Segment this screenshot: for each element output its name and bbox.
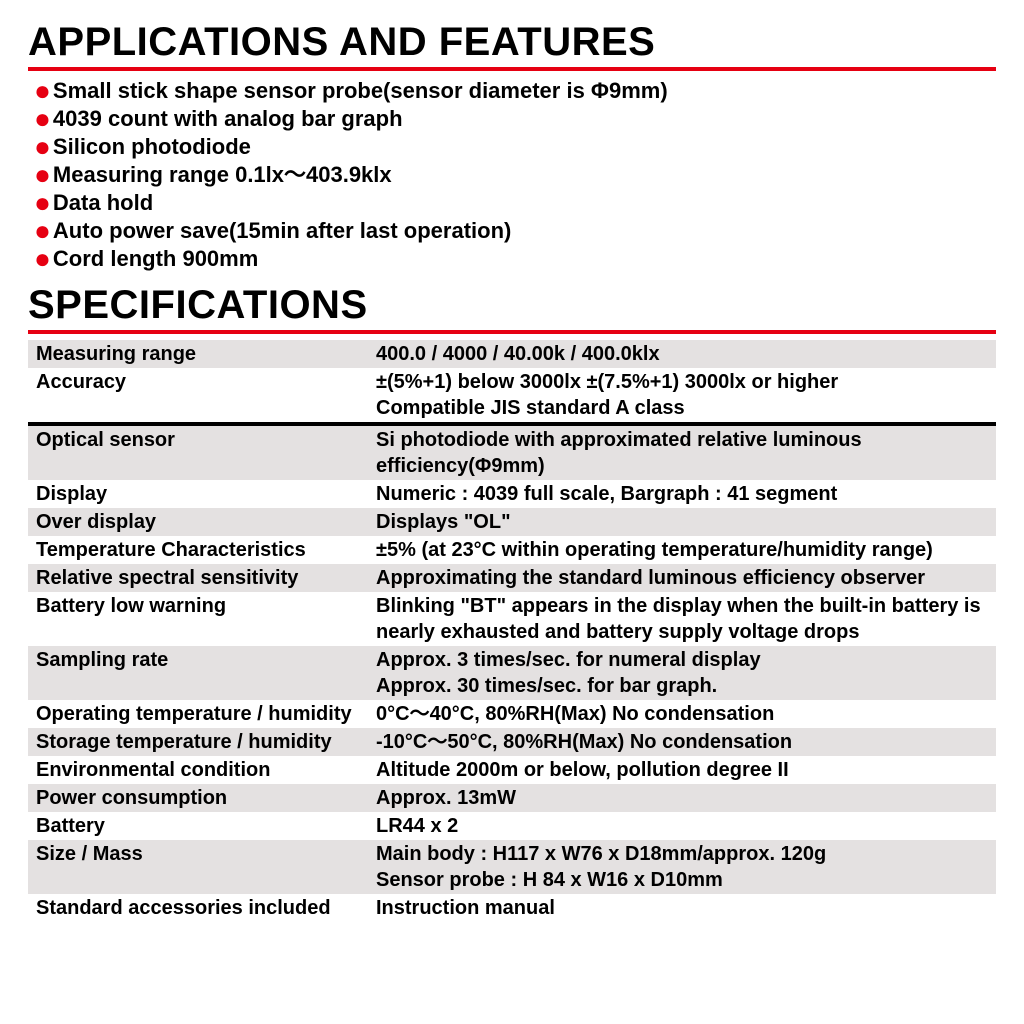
feature-item: ●Data hold [28, 189, 996, 217]
spec-value: Numeric : 4039 full scale, Bargraph : 41… [368, 480, 996, 508]
table-row: Operating temperature / humidity0°C～40°C… [28, 700, 996, 728]
table-row: DisplayNumeric : 4039 full scale, Bargra… [28, 480, 996, 508]
spec-label: Standard accessories included [28, 894, 368, 922]
specifications-table: Measuring range400.0 / 4000 / 40.00k / 4… [28, 340, 996, 922]
spec-label: Over display [28, 508, 368, 536]
spec-value: ±(5%+1) below 3000lx ±(7.5%+1) 3000lx or… [368, 368, 996, 424]
table-row: Battery low warningBlinking "BT" appears… [28, 592, 996, 646]
spec-value: Si photodiode with approximated relative… [368, 426, 996, 480]
spec-value: Altitude 2000m or below, pollution degre… [368, 756, 996, 784]
spec-value: Displays "OL" [368, 508, 996, 536]
spec-label: Sampling rate [28, 646, 368, 700]
table-row: Temperature Characteristics±5% (at 23°C … [28, 536, 996, 564]
table-row: Power consumptionApprox. 13mW [28, 784, 996, 812]
table-row: Relative spectral sensitivityApproximati… [28, 564, 996, 592]
table-row: Size / MassMain body : H117 x W76 x D18m… [28, 840, 996, 894]
spec-label: Storage temperature / humidity [28, 728, 368, 756]
feature-item: ●Small stick shape sensor probe(sensor d… [28, 77, 996, 105]
table-row: Environmental conditionAltitude 2000m or… [28, 756, 996, 784]
feature-item: ●Silicon photodiode [28, 133, 996, 161]
table-row: Sampling rateApprox. 3 times/sec. for nu… [28, 646, 996, 700]
feature-text: Auto power save(15min after last operati… [53, 217, 511, 245]
spec-value: -10°C～50°C, 80%RH(Max) No condensation [368, 728, 996, 756]
specifications-heading: SPECIFICATIONS [28, 283, 996, 334]
table-row: Optical sensorSi photodiode with approxi… [28, 426, 996, 480]
table-row: Measuring range400.0 / 4000 / 40.00k / 4… [28, 340, 996, 368]
applications-heading: APPLICATIONS AND FEATURES [28, 20, 996, 71]
spec-label: Operating temperature / humidity [28, 700, 368, 728]
table-row: Standard accessories includedInstruction… [28, 894, 996, 922]
spec-value: Main body : H117 x W76 x D18mm/approx. 1… [368, 840, 996, 894]
spec-label: Power consumption [28, 784, 368, 812]
feature-item: ●Measuring range 0.1lx～403.9klx [28, 161, 996, 189]
spec-value: Approx. 13mW [368, 784, 996, 812]
feature-text: 4039 count with analog bar graph [53, 105, 403, 133]
spec-label: Temperature Characteristics [28, 536, 368, 564]
table-row: BatteryLR44 x 2 [28, 812, 996, 840]
spec-value: 0°C～40°C, 80%RH(Max) No condensation [368, 700, 996, 728]
spec-label: Optical sensor [28, 426, 368, 480]
spec-value: Approximating the standard luminous effi… [368, 564, 996, 592]
bullet-icon: ● [34, 245, 51, 273]
spec-label: Measuring range [28, 340, 368, 368]
spec-label: Accuracy [28, 368, 368, 424]
table-row: Storage temperature / humidity-10°C～50°C… [28, 728, 996, 756]
bullet-icon: ● [34, 133, 51, 161]
spec-label: Display [28, 480, 368, 508]
feature-text: Data hold [53, 189, 153, 217]
feature-text: Cord length 900mm [53, 245, 258, 273]
feature-text: Silicon photodiode [53, 133, 251, 161]
bullet-icon: ● [34, 217, 51, 245]
table-row: Accuracy±(5%+1) below 3000lx ±(7.5%+1) 3… [28, 368, 996, 424]
bullet-icon: ● [34, 77, 51, 105]
spec-value: ±5% (at 23°C within operating temperatur… [368, 536, 996, 564]
spec-value: 400.0 / 4000 / 40.00k / 400.0klx [368, 340, 996, 368]
spec-value: Blinking "BT" appears in the display whe… [368, 592, 996, 646]
table-row: Over displayDisplays "OL" [28, 508, 996, 536]
spec-label: Battery [28, 812, 368, 840]
feature-item: ●4039 count with analog bar graph [28, 105, 996, 133]
features-list: ●Small stick shape sensor probe(sensor d… [28, 77, 996, 273]
spec-value: Approx. 3 times/sec. for numeral display… [368, 646, 996, 700]
bullet-icon: ● [34, 189, 51, 217]
spec-label: Size / Mass [28, 840, 368, 894]
bullet-icon: ● [34, 161, 51, 189]
feature-item: ●Cord length 900mm [28, 245, 996, 273]
feature-item: ●Auto power save(15min after last operat… [28, 217, 996, 245]
spec-value: Instruction manual [368, 894, 996, 922]
feature-text: Measuring range 0.1lx～403.9klx [53, 161, 392, 189]
spec-value: LR44 x 2 [368, 812, 996, 840]
spec-label: Relative spectral sensitivity [28, 564, 368, 592]
feature-text: Small stick shape sensor probe(sensor di… [53, 77, 668, 105]
spec-label: Battery low warning [28, 592, 368, 646]
spec-label: Environmental condition [28, 756, 368, 784]
bullet-icon: ● [34, 105, 51, 133]
